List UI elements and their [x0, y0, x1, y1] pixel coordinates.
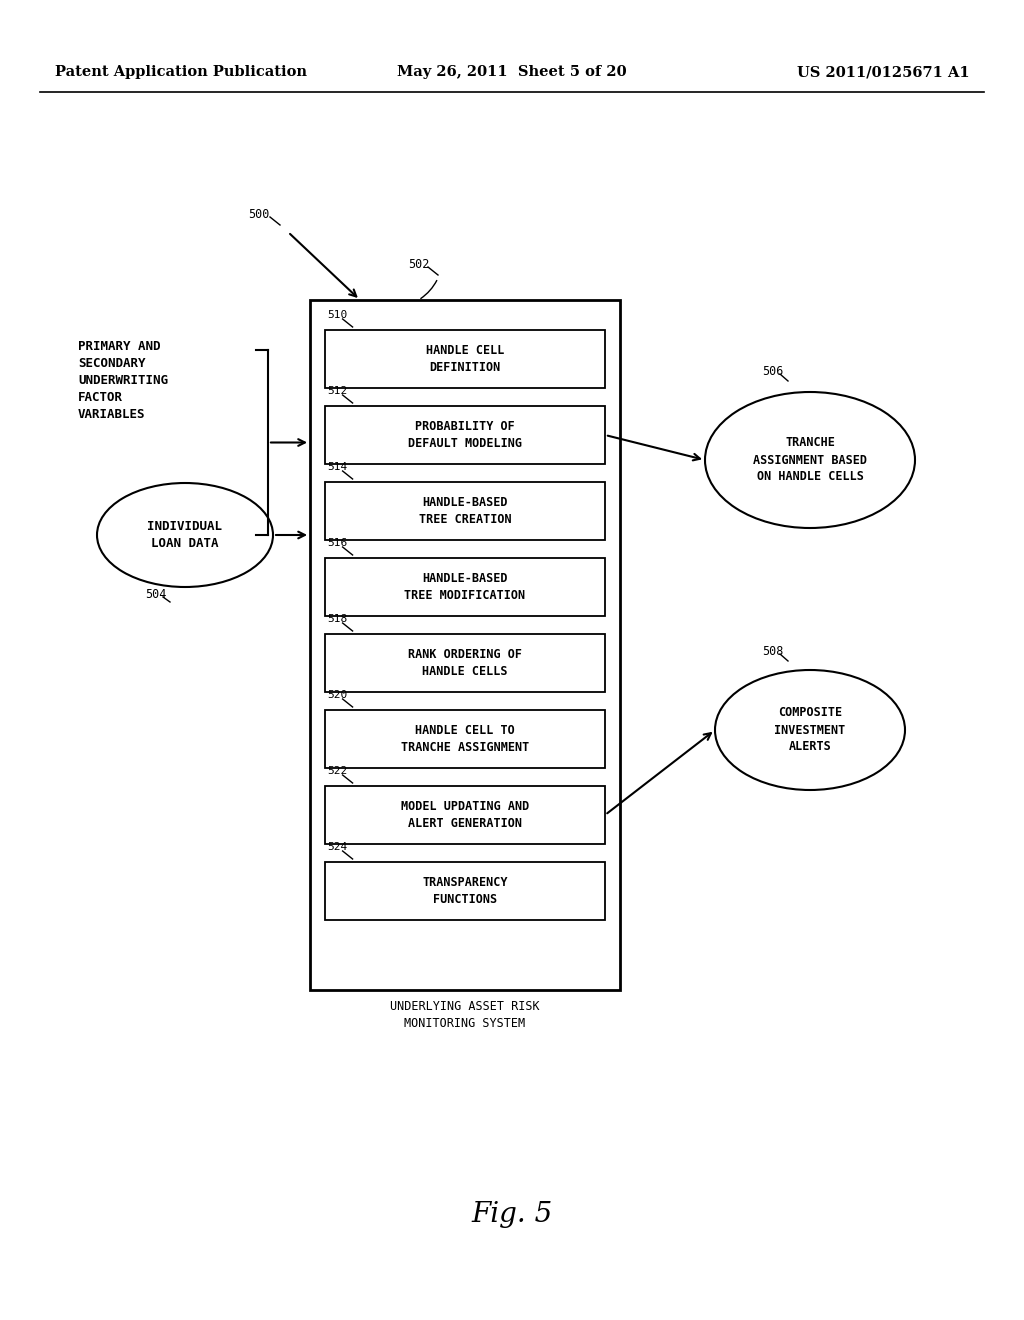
Ellipse shape [705, 392, 915, 528]
Text: UNDERLYING ASSET RISK
MONITORING SYSTEM: UNDERLYING ASSET RISK MONITORING SYSTEM [390, 1001, 540, 1030]
Text: 524: 524 [327, 842, 347, 851]
Bar [325, 482, 605, 540]
Ellipse shape [97, 483, 273, 587]
Text: May 26, 2011  Sheet 5 of 20: May 26, 2011 Sheet 5 of 20 [397, 65, 627, 79]
Text: Fig. 5: Fig. 5 [471, 1201, 553, 1229]
Bar [325, 634, 605, 692]
Text: 518: 518 [327, 614, 347, 624]
Text: INDIVIDUAL
LOAN DATA: INDIVIDUAL LOAN DATA [147, 520, 222, 550]
Bar [325, 558, 605, 616]
Text: MODEL UPDATING AND
ALERT GENERATION: MODEL UPDATING AND ALERT GENERATION [400, 800, 529, 830]
Text: Patent Application Publication: Patent Application Publication [55, 65, 307, 79]
Text: HANDLE CELL TO
TRANCHE ASSIGNMENT: HANDLE CELL TO TRANCHE ASSIGNMENT [400, 723, 529, 754]
Text: 506: 506 [762, 366, 783, 378]
Text: HANDLE-BASED
TREE CREATION: HANDLE-BASED TREE CREATION [419, 496, 511, 525]
Text: 522: 522 [327, 766, 347, 776]
Text: HANDLE-BASED
TREE MODIFICATION: HANDLE-BASED TREE MODIFICATION [404, 572, 525, 602]
Text: PROBABILITY OF
DEFAULT MODELING: PROBABILITY OF DEFAULT MODELING [408, 420, 522, 450]
Text: 504: 504 [145, 587, 166, 601]
Text: TRANSPARENCY
FUNCTIONS: TRANSPARENCY FUNCTIONS [422, 876, 508, 906]
Text: 512: 512 [327, 385, 347, 396]
Bar [310, 300, 620, 990]
Text: PRIMARY AND
SECONDARY
UNDERWRITING
FACTOR
VARIABLES: PRIMARY AND SECONDARY UNDERWRITING FACTO… [78, 341, 168, 421]
Text: 520: 520 [327, 690, 347, 700]
Text: 516: 516 [327, 539, 347, 548]
Text: RANK ORDERING OF
HANDLE CELLS: RANK ORDERING OF HANDLE CELLS [408, 648, 522, 678]
Ellipse shape [715, 671, 905, 789]
Text: COMPOSITE
INVESTMENT
ALERTS: COMPOSITE INVESTMENT ALERTS [774, 706, 846, 754]
Bar [325, 330, 605, 388]
Text: 508: 508 [762, 645, 783, 657]
Text: HANDLE CELL
DEFINITION: HANDLE CELL DEFINITION [426, 345, 504, 374]
Text: TRANCHE
ASSIGNMENT BASED
ON HANDLE CELLS: TRANCHE ASSIGNMENT BASED ON HANDLE CELLS [753, 437, 867, 483]
Text: 502: 502 [408, 257, 429, 271]
Bar [325, 862, 605, 920]
Text: 510: 510 [327, 310, 347, 319]
Text: 500: 500 [248, 209, 269, 220]
Text: US 2011/0125671 A1: US 2011/0125671 A1 [798, 65, 970, 79]
Bar [325, 407, 605, 465]
Bar [325, 710, 605, 768]
Bar [325, 785, 605, 843]
Text: 514: 514 [327, 462, 347, 473]
